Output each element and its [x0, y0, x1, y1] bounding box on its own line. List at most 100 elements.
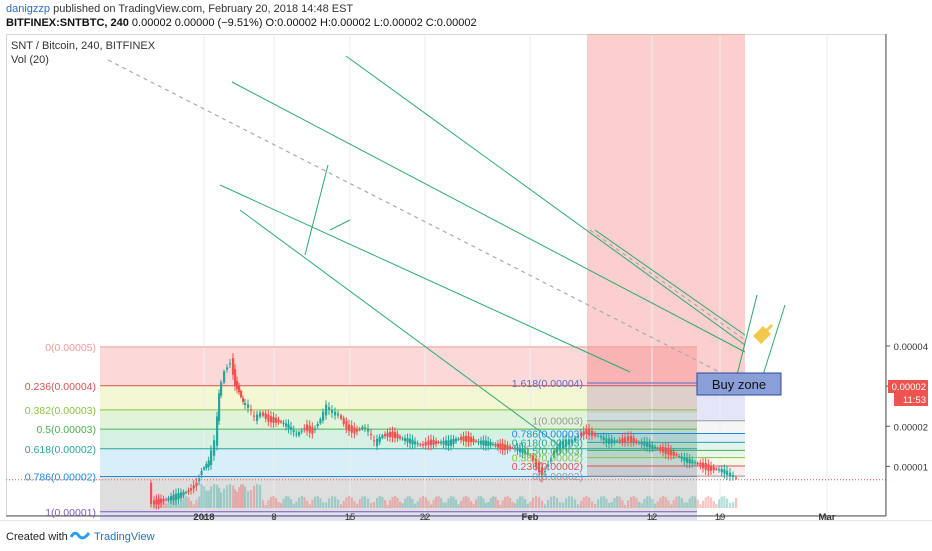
volume-bar	[220, 492, 223, 508]
candle-body	[322, 411, 325, 421]
candle-body	[672, 451, 675, 456]
volume-bar	[496, 500, 499, 508]
volume-bar	[218, 487, 221, 508]
candle-body	[565, 439, 568, 447]
volume-bar	[447, 498, 450, 508]
author-link[interactable]: danigzzp	[6, 3, 51, 15]
symbol-label: BITFINEX:SNTBTC, 240	[6, 17, 129, 29]
axes: 0.000040.000030.000020.00001201881522Feb…	[6, 34, 928, 523]
volume-bar	[226, 485, 229, 508]
volume-bar	[364, 496, 367, 508]
volume-bar	[600, 496, 603, 508]
trend-line	[219, 184, 631, 373]
tradingview-link[interactable]: TradingView	[94, 531, 155, 543]
volume-bar	[234, 489, 237, 508]
volume-bar	[541, 500, 544, 508]
candle-body	[559, 442, 562, 451]
candle-body	[556, 446, 559, 453]
volume-bar	[691, 496, 694, 508]
candle-body	[424, 441, 427, 446]
candle-body	[180, 492, 183, 498]
candle-body	[311, 427, 314, 434]
candle-body	[295, 433, 298, 435]
candle-body	[175, 493, 178, 501]
volume-bar	[419, 497, 422, 508]
candle-body	[409, 438, 412, 444]
volume-bar	[337, 499, 340, 508]
candle-body	[683, 457, 686, 462]
volume-bar	[640, 503, 643, 508]
candle-body	[624, 437, 627, 442]
candle-body	[153, 500, 156, 505]
volume-bar	[501, 500, 504, 508]
candle-body	[267, 414, 270, 422]
volume-bar	[253, 485, 256, 508]
candle-body	[538, 462, 541, 473]
candle-body	[667, 448, 670, 455]
volume-bar	[457, 504, 460, 508]
candle-body	[207, 460, 210, 467]
candle-body	[529, 454, 532, 456]
fib-zone-right	[587, 466, 745, 477]
candle-body	[699, 462, 702, 467]
volume-bar	[236, 491, 239, 508]
candle-body	[696, 462, 699, 465]
candle-body	[651, 445, 654, 449]
volume-bar	[696, 499, 699, 508]
candle-body	[381, 435, 384, 439]
volume-bar	[577, 504, 580, 508]
volume-bar	[322, 502, 325, 508]
candle-body	[187, 490, 190, 492]
candle-body	[218, 393, 221, 421]
candle-body	[331, 410, 334, 413]
volume-bar	[516, 498, 519, 508]
volume-bar	[340, 504, 343, 508]
volume-bar	[303, 497, 306, 508]
volume-bar	[452, 496, 455, 508]
x-tick-label: 12	[647, 512, 658, 523]
candle-body	[226, 367, 229, 370]
candle-body	[272, 416, 275, 423]
candle-body	[597, 435, 600, 437]
candle-body	[605, 438, 608, 443]
candle-body	[638, 442, 641, 444]
volume-bar	[353, 501, 356, 508]
rise-line-1	[736, 294, 758, 376]
candle-body	[452, 438, 455, 444]
volume-bar	[571, 496, 574, 508]
candle-body	[416, 443, 419, 445]
candle-body	[643, 441, 646, 446]
volume-bar	[635, 497, 638, 508]
volume-bar	[314, 496, 317, 508]
candle-body	[723, 469, 726, 474]
volume-bar	[511, 501, 514, 508]
volume-bar	[389, 500, 392, 508]
fib-label-right: 0.786(0.00003)	[512, 429, 583, 441]
volume-bar	[675, 496, 678, 508]
y-tick-label: 0.00001	[894, 462, 928, 473]
candle-body	[621, 438, 624, 443]
candle-body	[501, 443, 504, 451]
volume-bar	[618, 496, 621, 508]
candle-body	[334, 411, 337, 416]
volume-bar	[735, 498, 738, 508]
volume-bar	[729, 502, 732, 508]
candle-body	[499, 443, 502, 450]
candle-body	[729, 472, 732, 477]
volume-bar	[678, 496, 681, 508]
volume-bar	[200, 484, 203, 508]
candle-body	[455, 438, 458, 442]
candle-body	[157, 498, 160, 505]
candle-body	[482, 440, 485, 446]
volume-bar	[492, 496, 495, 508]
buy-zone-label: Buy zone	[712, 377, 766, 392]
candle-body	[484, 440, 487, 446]
volume-bar	[290, 499, 293, 508]
candle-body	[553, 450, 556, 458]
volume-bar	[203, 486, 206, 508]
fib-label: 0.382(0.00003)	[25, 405, 96, 417]
price-label: 0.00002	[892, 382, 926, 393]
volume-bar	[654, 503, 657, 508]
candle-body	[532, 455, 535, 462]
